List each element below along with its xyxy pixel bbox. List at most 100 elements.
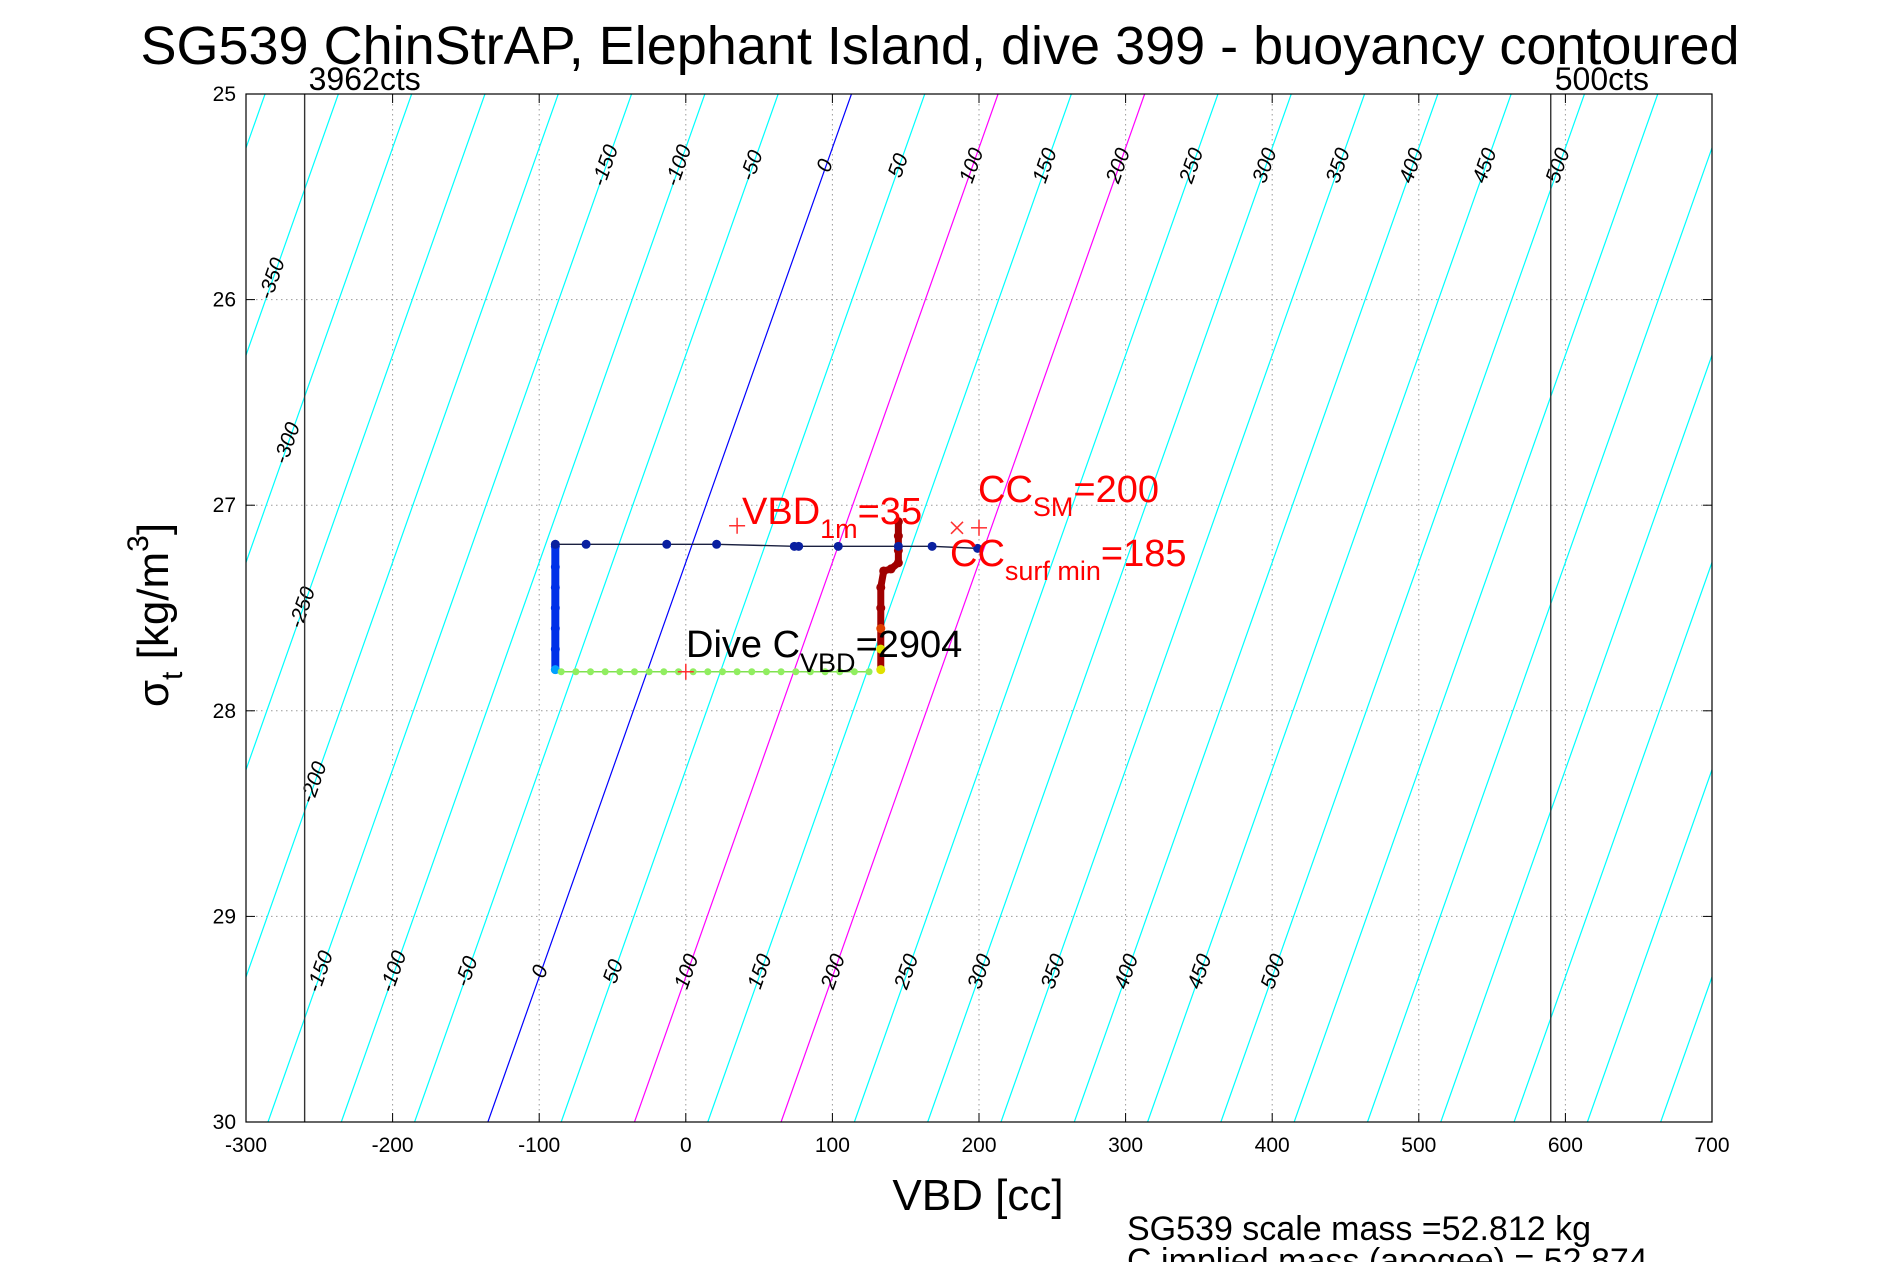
- dive-c-vbd-marker: [677, 663, 694, 680]
- contour-line: [853, 94, 1219, 1122]
- x-tick-label: -100: [518, 1134, 560, 1157]
- contour-line: [487, 94, 853, 1122]
- surface-point: [833, 541, 843, 551]
- bottom-green-point: [557, 668, 565, 676]
- cc-sm-marker: [971, 519, 987, 536]
- cc-surf-min-annotation: CCsurf min=185: [950, 533, 1187, 586]
- ascent-red-point: [876, 665, 886, 675]
- contour-label: 250: [1175, 145, 1209, 187]
- contour-line: [1366, 146, 1712, 1122]
- ascent-red-point: [893, 517, 903, 527]
- vbd-1m-annotation: VBD1m=35: [742, 491, 922, 544]
- y-tick-label: 25: [213, 83, 236, 106]
- cc-surf-min-marker-b: [950, 521, 964, 535]
- bottom-green-point: [792, 668, 800, 676]
- contour-line: [780, 94, 1146, 1122]
- x-tick-label: 400: [1255, 1134, 1290, 1157]
- contour-label: -50: [451, 953, 483, 990]
- contour-label: 450: [1183, 951, 1216, 992]
- bottom-green-point: [748, 668, 756, 676]
- contour-labels: -350 -300 -250 -200 -150 -100 -50 0 50 100 150 200 2…: [254, 142, 1575, 996]
- contour-line: [1440, 353, 1712, 1122]
- contour-label: 200: [1101, 145, 1135, 187]
- bottom-green-point: [601, 668, 609, 676]
- contour-label: -200: [296, 758, 332, 806]
- contour-label: 50: [884, 150, 914, 180]
- x-tick-label: 300: [1108, 1134, 1143, 1157]
- descent-blue-point: [550, 562, 560, 572]
- footer-implied-mass: C implied mass (apogee) = 52.874: [1127, 1242, 1648, 1262]
- bottom-green-point: [572, 668, 580, 676]
- bottom-green-point: [630, 668, 638, 676]
- contour-line: [1586, 767, 1712, 1122]
- x-tick-label: 700: [1694, 1134, 1729, 1157]
- contour-line: [0, 94, 118, 1122]
- x-tick-label: 0: [680, 1134, 692, 1157]
- bottom-green-point: [806, 668, 814, 676]
- contour-line: [1807, 94, 1891, 1122]
- ascent-red-point: [879, 566, 889, 576]
- bottom-green-point: [836, 668, 844, 676]
- contour-label: -300: [269, 419, 305, 467]
- y-tick-label: 30: [213, 1111, 236, 1134]
- contour-line: [246, 94, 413, 565]
- contour-label: -50: [736, 147, 768, 184]
- contour-line: [246, 94, 486, 772]
- contour-label: 350: [1036, 951, 1069, 992]
- contour-label: -150: [302, 948, 338, 996]
- descent-blue-point: [550, 665, 560, 675]
- bottom-green-point: [762, 668, 770, 676]
- bottom-green-point: [660, 668, 668, 676]
- contour-label: 50: [599, 956, 629, 986]
- x-tick-label: 200: [961, 1134, 996, 1157]
- contour-line: [246, 94, 559, 979]
- x-tick-label: 500: [1401, 1134, 1436, 1157]
- descent-blue-point: [550, 624, 560, 634]
- contour-line: [927, 94, 1292, 1122]
- contour-label: 500: [1541, 145, 1574, 186]
- vbd-1m-marker: [729, 517, 746, 534]
- bottom-green-point: [777, 668, 785, 676]
- x-tick-label: 600: [1548, 1134, 1583, 1157]
- bottom-green-point: [733, 668, 741, 676]
- contour-label: 0: [527, 962, 553, 981]
- contour-line: [1000, 94, 1366, 1122]
- contour-label: 400: [1110, 951, 1143, 992]
- data-series: [550, 517, 983, 676]
- markers: [677, 517, 987, 680]
- contour-line: [1734, 94, 1891, 1122]
- ascent-red-point: [886, 564, 896, 574]
- contour-line: [1293, 94, 1659, 1122]
- x-tick-label: 100: [815, 1134, 850, 1157]
- buoyancy-contours: [0, 94, 1891, 1122]
- ascent-red-point: [876, 582, 886, 592]
- vbd-limit-label: 500cts: [1555, 61, 1649, 97]
- contour-line: [1513, 560, 1712, 1122]
- contour-line: [1147, 94, 1512, 1122]
- footer-scale-mass: SG539 scale mass =52.812 kg: [1127, 1210, 1591, 1248]
- bottom-green-point: [850, 668, 858, 676]
- contour-label: 150: [1028, 145, 1061, 186]
- bottom-green-point: [616, 668, 624, 676]
- contour-line: [340, 94, 706, 1122]
- contour-label: -150: [587, 142, 623, 190]
- surface-point: [973, 543, 983, 553]
- vbd-limit-label: 3962cts: [309, 61, 421, 97]
- surface-point: [550, 539, 560, 549]
- cc-sm-annotation: CCSM=200: [978, 469, 1159, 522]
- contour-label: 300: [963, 951, 996, 992]
- contour-label: 500: [1256, 951, 1289, 992]
- bottom-green-point: [718, 668, 726, 676]
- contour-label: 450: [1468, 145, 1501, 186]
- ascent-red-point: [893, 558, 903, 568]
- ascent-red-point: [893, 531, 903, 541]
- contour-label: 100: [670, 951, 703, 992]
- x-tick-label: -300: [225, 1134, 267, 1157]
- contour-label: -100: [661, 142, 697, 190]
- contour-label: 150: [743, 951, 776, 992]
- y-tick-label: 28: [213, 700, 236, 723]
- contour-label: -100: [376, 948, 412, 996]
- contour-line: [633, 94, 999, 1122]
- y-tick-label: 27: [213, 494, 236, 517]
